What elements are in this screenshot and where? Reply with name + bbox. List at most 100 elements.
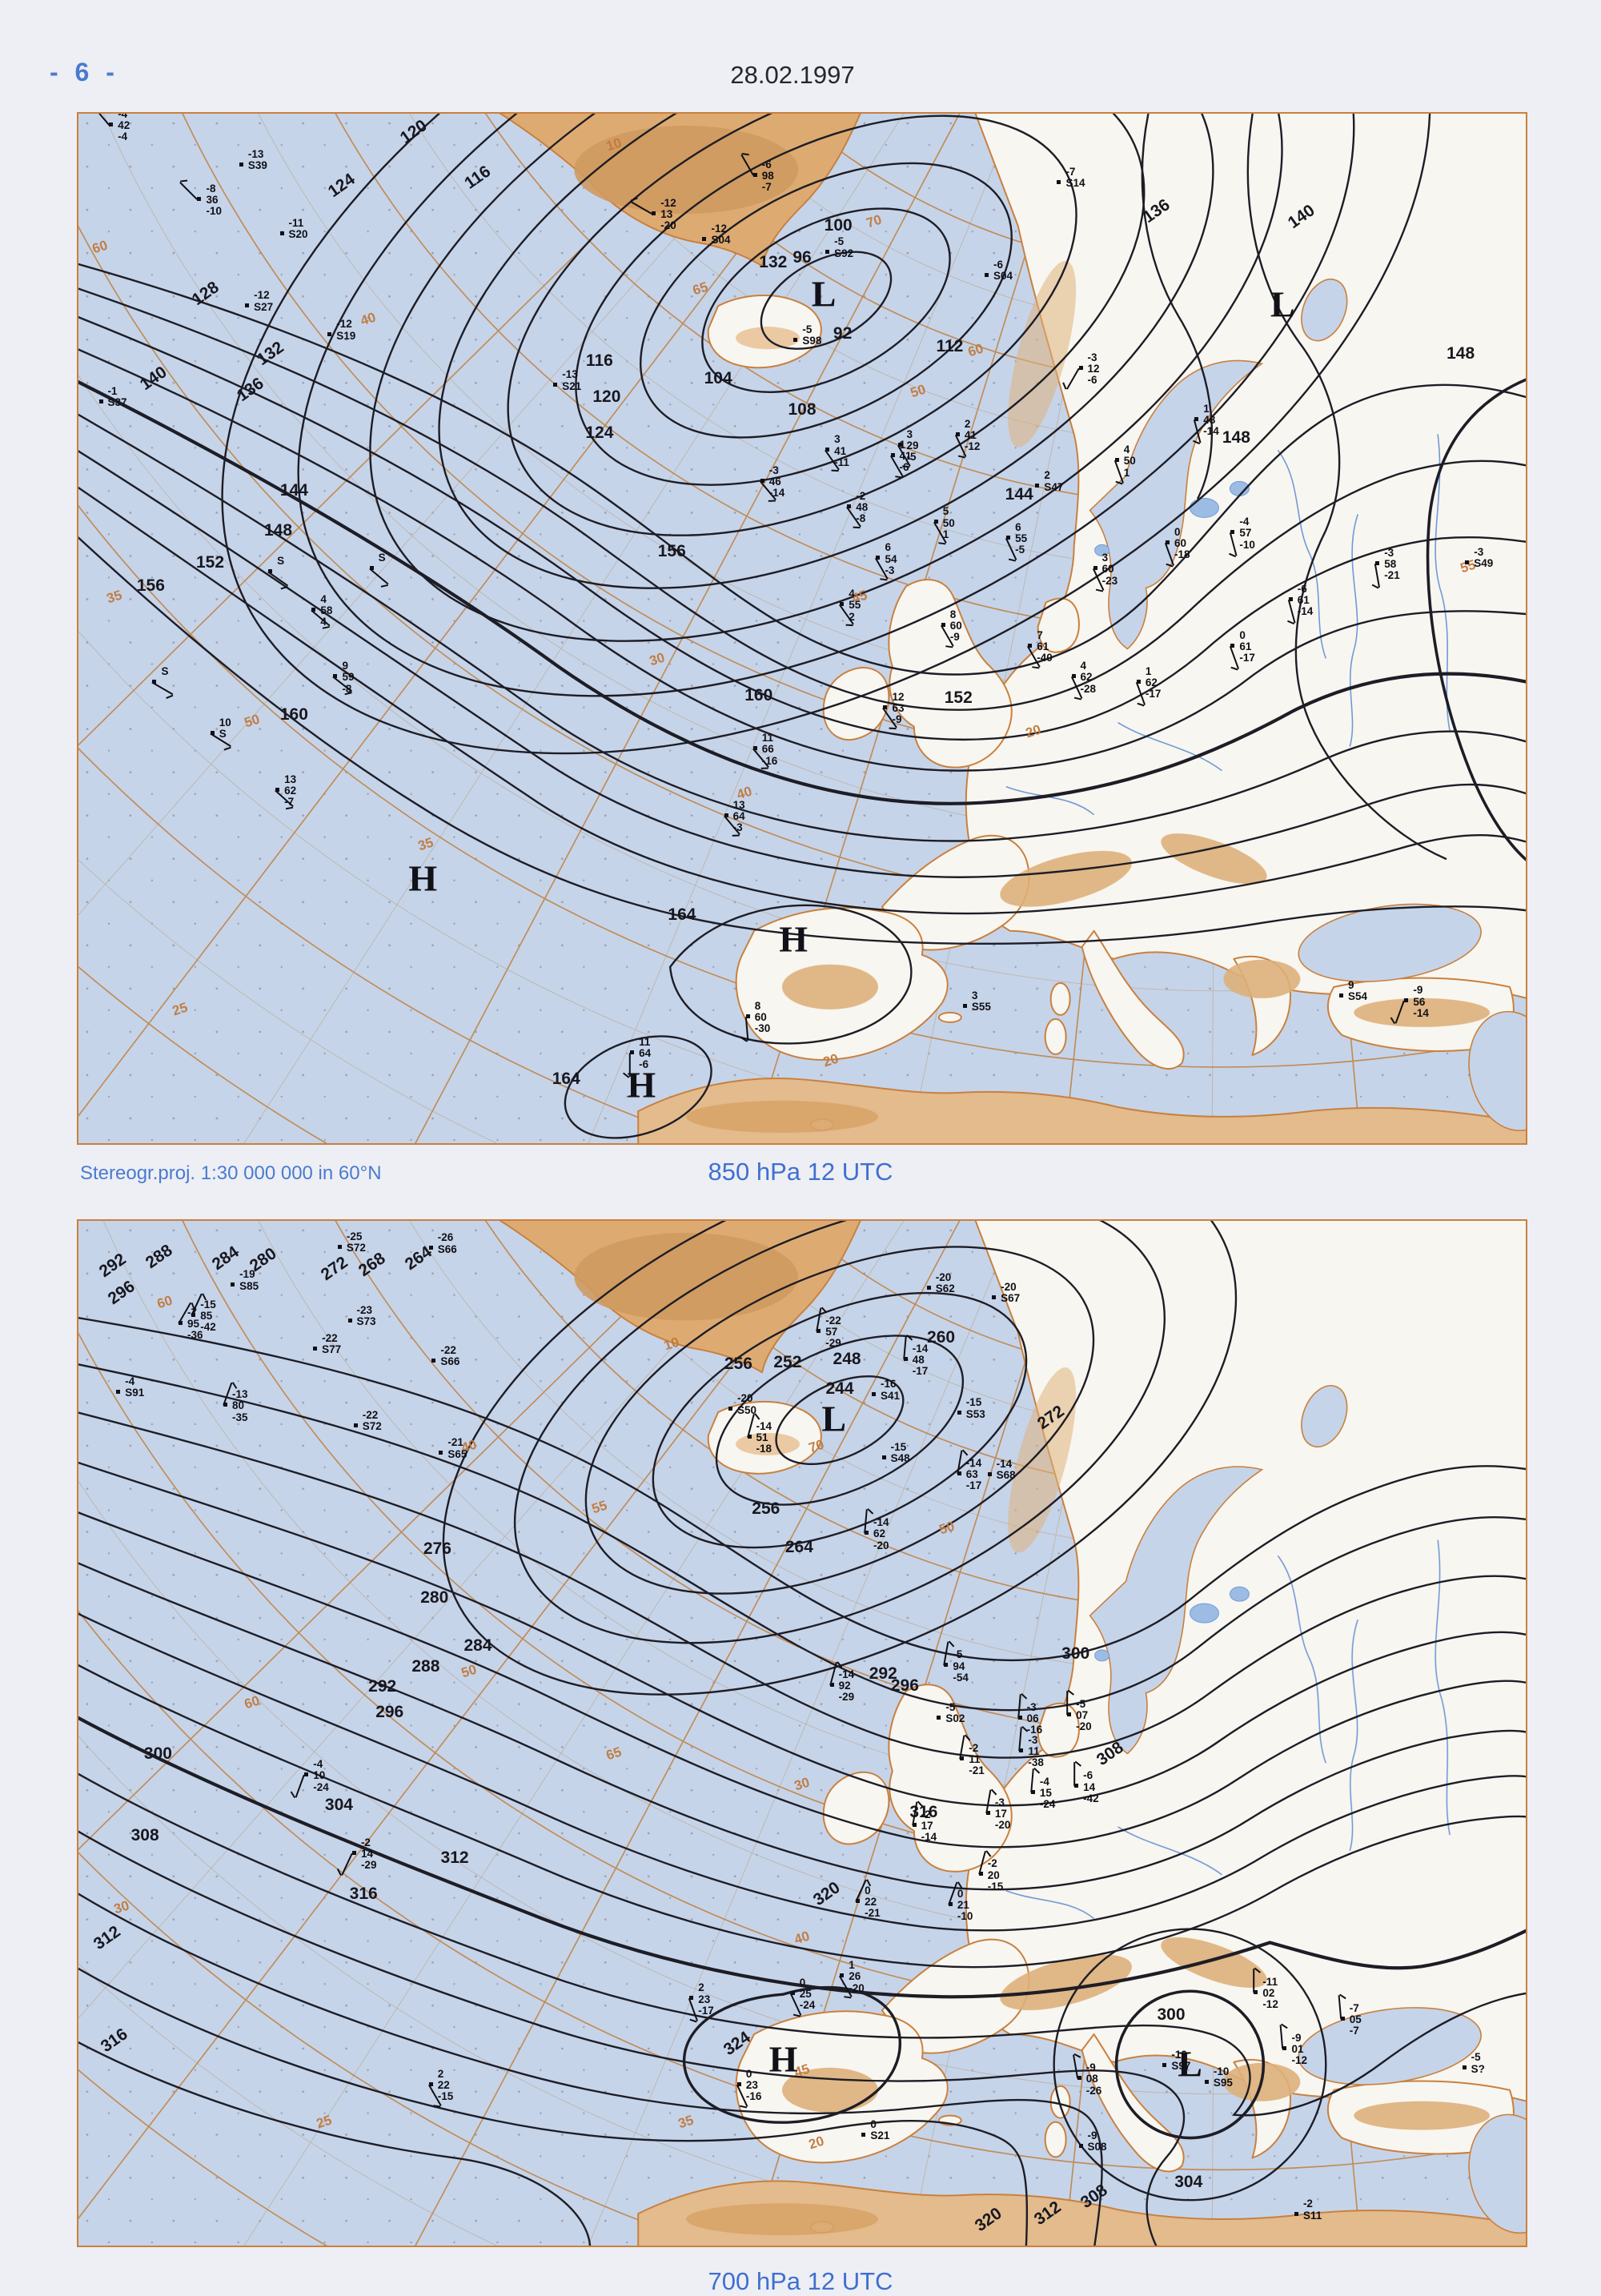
station-dot <box>98 399 103 403</box>
station-plot: -5 S98 <box>793 323 821 347</box>
station-dot <box>937 1715 941 1720</box>
station-plot: -10 S97 <box>1162 2049 1190 2072</box>
station-dewpoint: -15 <box>437 2090 454 2103</box>
station-value: 41 <box>964 429 977 442</box>
station-dot <box>1114 458 1119 463</box>
map-850-canvas <box>78 114 1526 1143</box>
station-dot <box>948 1901 953 1906</box>
station-dewpoint: -6 <box>899 461 909 474</box>
station-dot <box>883 704 888 709</box>
station-dot <box>817 1329 821 1334</box>
station-dot <box>1057 180 1061 185</box>
low-center-marker: L <box>1178 2043 1202 2085</box>
station-dewpoint: -10 <box>957 1909 973 1922</box>
station-value: 21 <box>957 1898 969 1911</box>
wind-barb-icon <box>959 1734 971 1760</box>
station-dot <box>985 1810 990 1815</box>
station-temp: -2 <box>1302 2198 1313 2210</box>
station-dewpoint: -20 <box>660 219 676 231</box>
contour-label: 148 <box>1222 428 1250 448</box>
station-plot: -13 80 -35 <box>222 1382 248 1423</box>
station-plot: -20 S62 <box>926 1271 955 1295</box>
station-dot <box>1404 998 1409 1003</box>
graticule-label: 20 <box>821 1050 841 1070</box>
station-plot: 8 60 -9 <box>940 608 962 648</box>
station-plot: -3 17 -20 <box>985 1788 1010 1832</box>
station-dewpoint: -35 <box>232 1411 248 1423</box>
station-temp: 10 <box>219 716 231 729</box>
station-temp: -20 <box>935 1271 952 1284</box>
graticule-label: 40 <box>792 1928 812 1948</box>
contour-label: 264 <box>784 1538 813 1557</box>
station-value: 25 <box>799 1988 812 2001</box>
station-temp: -10 <box>1213 2065 1230 2078</box>
contour-label: 288 <box>142 1240 176 1272</box>
station-temp: -4 <box>125 1375 135 1387</box>
station-dewpoint: -5 <box>906 451 917 464</box>
station-plot: 4 62 -28 <box>1070 660 1097 700</box>
station-value: 13 <box>660 207 673 220</box>
station-value: 48 <box>1203 413 1216 426</box>
station-dewpoint: -7 <box>1349 2025 1359 2037</box>
station-plot: 3 60 -23 <box>1092 552 1117 592</box>
contour-label: 144 <box>279 480 308 500</box>
station-value: 23 <box>698 1993 711 2005</box>
station-value: 11 <box>1028 1744 1040 1757</box>
station-value: 05 <box>1349 2013 1362 2026</box>
station-temp: -20 <box>1001 1280 1017 1293</box>
station-plot: -16 S41 <box>872 1379 900 1401</box>
wind-barb-icon <box>630 197 652 215</box>
station-plot: 13 64 -3 <box>723 799 745 837</box>
wind-barb-icon <box>222 1382 238 1406</box>
station-dewpoint: -6 <box>1087 373 1097 386</box>
station-temp: -1 <box>107 384 118 397</box>
station-plot: 6 55 -5 <box>1005 521 1027 562</box>
page-number: - 6 - <box>50 58 119 86</box>
station-plot: 11 66 -16 <box>752 733 777 770</box>
station-value: 42 <box>118 119 130 132</box>
station-dot <box>876 556 881 560</box>
station-dewpoint: -10 <box>1239 538 1255 551</box>
station-dewpoint: -28 <box>1080 682 1097 695</box>
station-dewpoint: -14 <box>1413 1006 1429 1019</box>
wind-barb-icon <box>179 179 199 200</box>
station-value: 41 <box>899 449 912 462</box>
contour-label: 152 <box>944 688 973 708</box>
station-dot <box>825 448 830 452</box>
station-value: 50 <box>1123 455 1136 468</box>
contour-label: 112 <box>936 336 964 355</box>
contour-label: 244 <box>825 1379 854 1398</box>
station-dewpoint: -12 <box>964 440 981 453</box>
high-center-marker: H <box>627 1064 656 1106</box>
low-center-marker: L <box>811 273 837 315</box>
station-value: 15 <box>1039 1787 1052 1800</box>
station-value: 08 <box>1085 2073 1098 2085</box>
station-dot <box>191 1312 196 1317</box>
station-dewpoint: -4 <box>118 130 128 143</box>
station-temp: 0 <box>1174 526 1181 539</box>
contour-label: 156 <box>136 576 165 596</box>
station-temp: -4 <box>1239 516 1250 528</box>
graticule-label: 20 <box>806 2133 826 2153</box>
station-dot <box>152 679 157 684</box>
station-value: 63 <box>892 702 905 715</box>
graticule-label: 40 <box>358 309 378 329</box>
contour-label: 280 <box>420 1588 449 1608</box>
contour-label: 256 <box>724 1355 752 1374</box>
station-plot: 3 41 -11 <box>825 434 849 472</box>
station-value: 41 <box>834 444 847 457</box>
station-plot: 2 41 -12 <box>954 418 981 459</box>
station-temp: -7 <box>1349 2001 1359 2014</box>
wind-barb-icon <box>1073 1761 1082 1787</box>
graticule-label: 60 <box>90 237 110 257</box>
contour-label: 100 <box>824 216 853 235</box>
station-plot: -9 08 -26 <box>1072 2053 1101 2097</box>
station-plot: -12 S04 <box>702 223 731 246</box>
station-plot: 3 S55 <box>962 989 991 1013</box>
map-700-canvas <box>78 1221 1526 2246</box>
station-dewpoint: -24 <box>799 1999 816 2012</box>
station-plot: -22 S77 <box>313 1332 341 1355</box>
wind-barb-icon <box>1113 460 1125 485</box>
station-temp: -3 <box>1026 1700 1037 1713</box>
graticule-label: 10 <box>662 1334 682 1354</box>
